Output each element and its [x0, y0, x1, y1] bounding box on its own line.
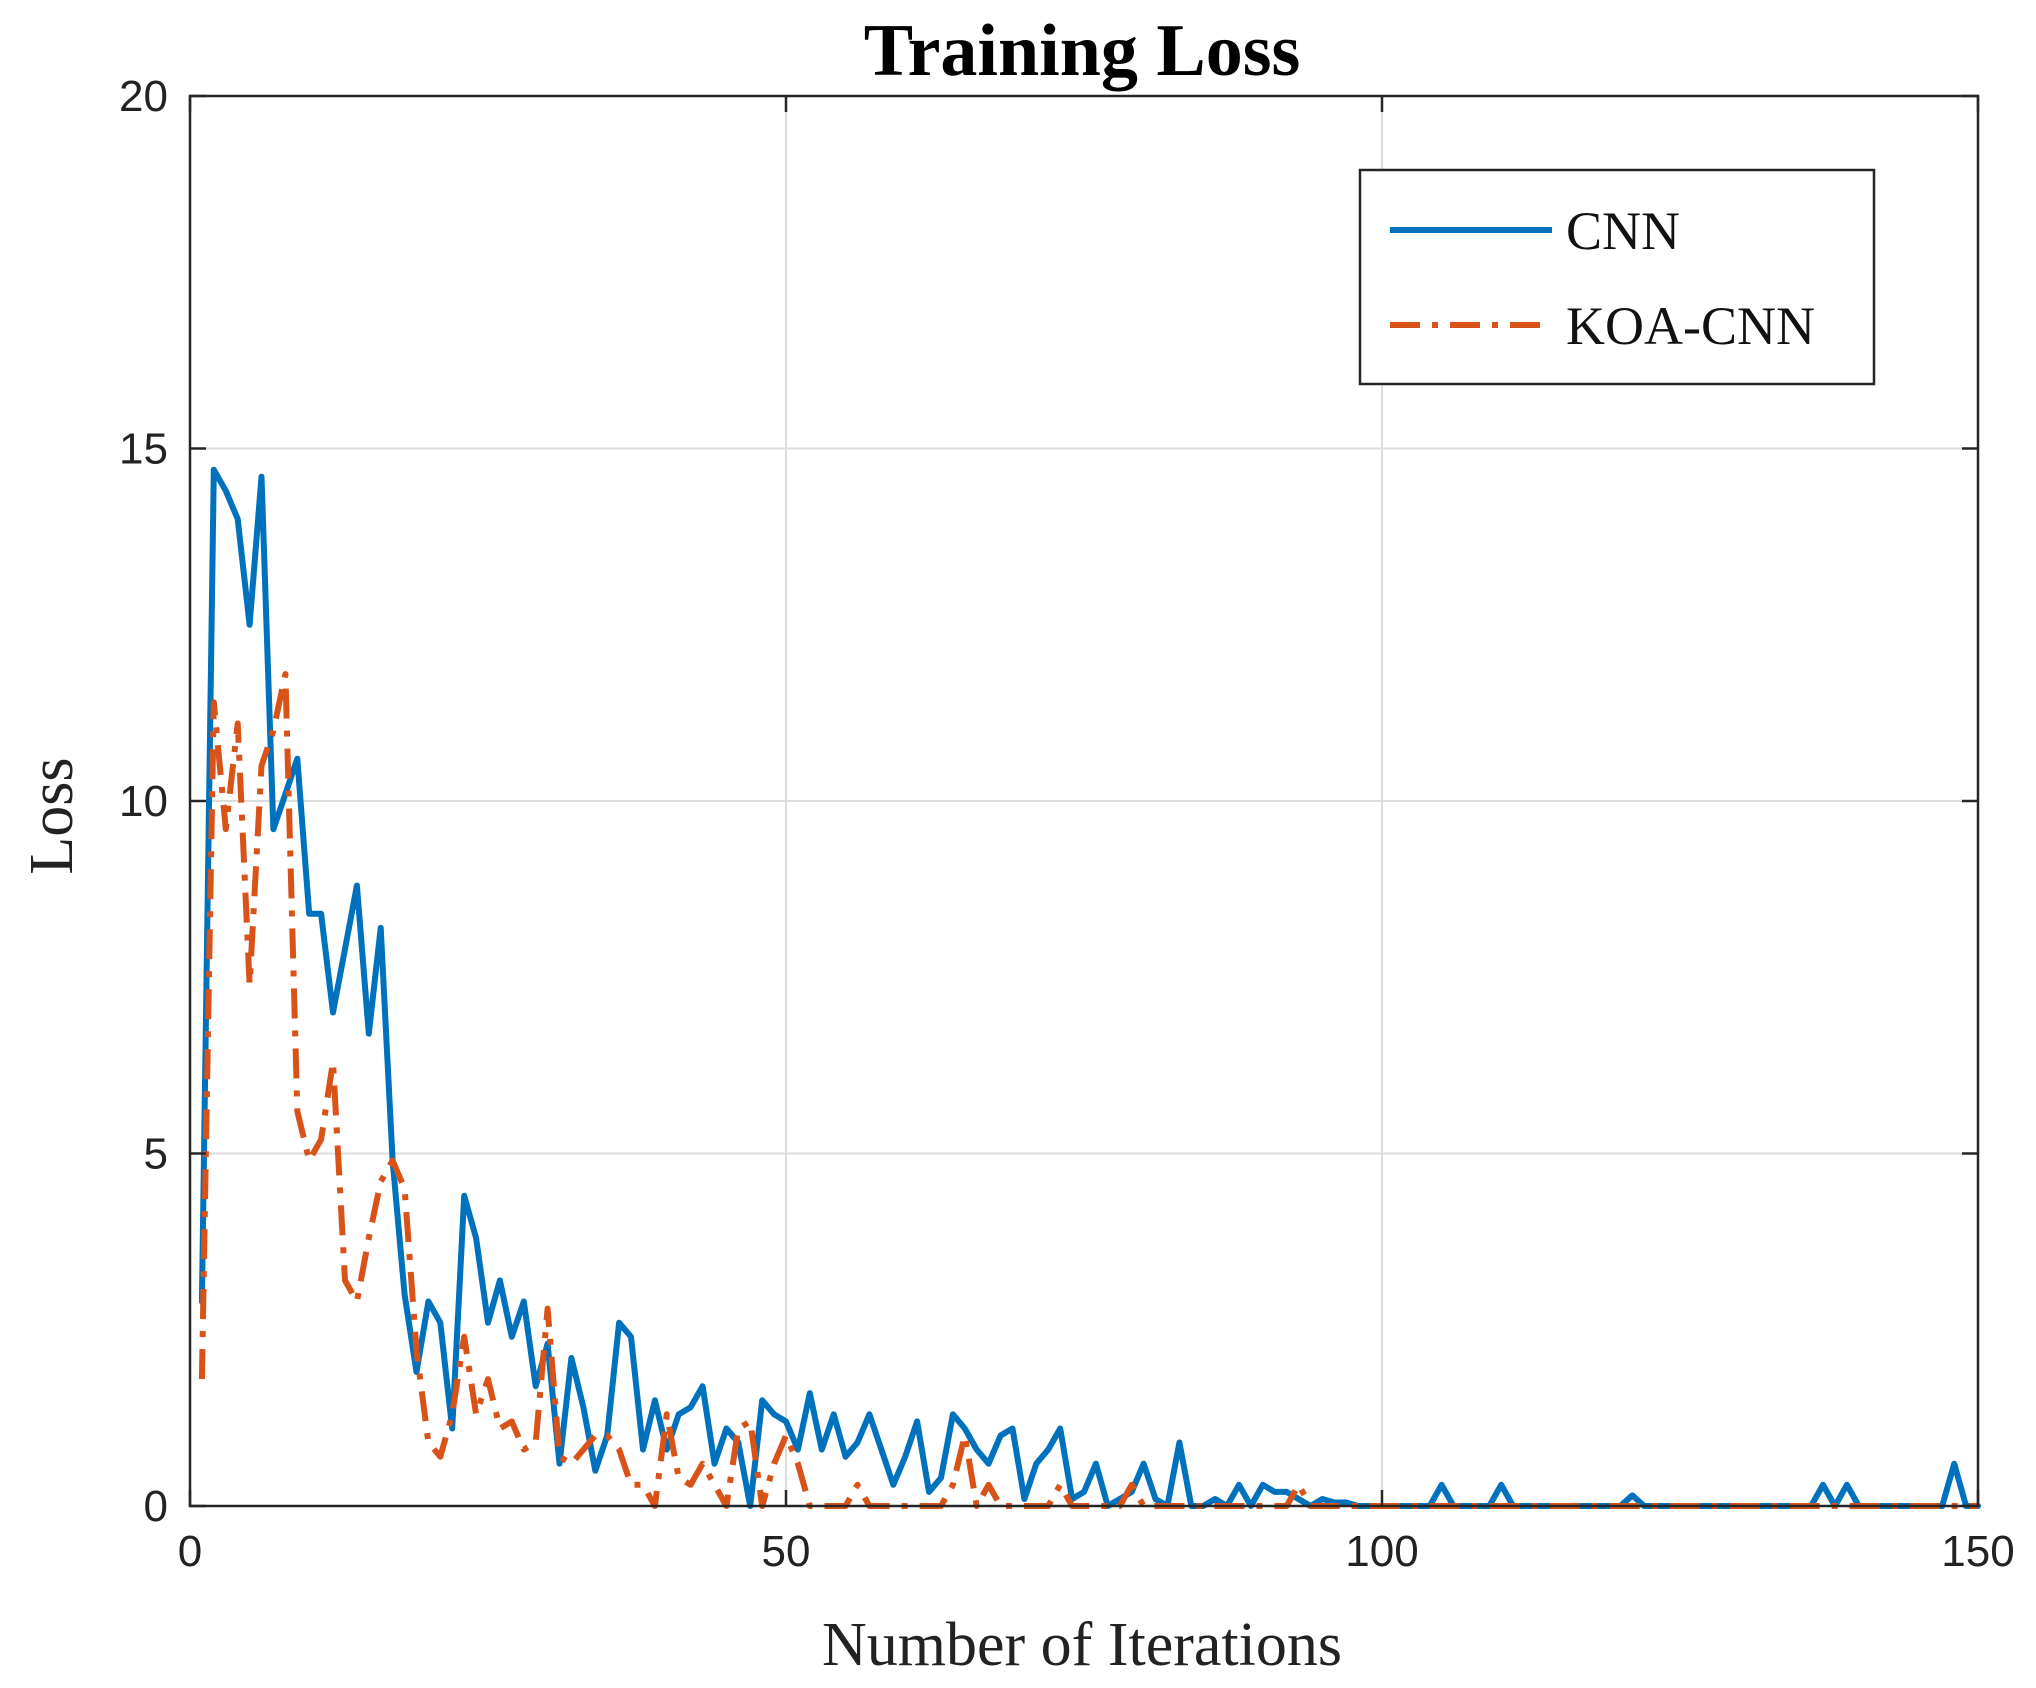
legend: CNN KOA-CNN	[1358, 168, 1876, 386]
y-tick-label: 15	[119, 425, 168, 474]
x-tick-label: 150	[1941, 1527, 2014, 1576]
ticks-layer: 0 50 100 150 0 5 10 15 20	[119, 72, 2015, 1576]
chart-title: Training Loss	[864, 10, 1301, 92]
y-tick-label: 20	[119, 72, 168, 121]
series-line-koa-cnn	[198, 671, 1978, 1509]
y-axis-label: Loss	[18, 757, 86, 874]
legend-box	[1358, 168, 1876, 386]
x-tick-label: 50	[762, 1527, 811, 1576]
x-axis-label: Number of Iterations	[822, 1611, 1342, 1679]
y-tick-label: 5	[144, 1130, 168, 1179]
y-tick-label: 10	[119, 777, 168, 826]
x-tick-label: 100	[1345, 1527, 1418, 1576]
legend-label: CNN	[1566, 201, 1680, 261]
x-tick-label: 0	[178, 1527, 202, 1576]
legend-label: KOA-CNN	[1566, 296, 1815, 356]
y-tick-label: 0	[144, 1482, 168, 1531]
